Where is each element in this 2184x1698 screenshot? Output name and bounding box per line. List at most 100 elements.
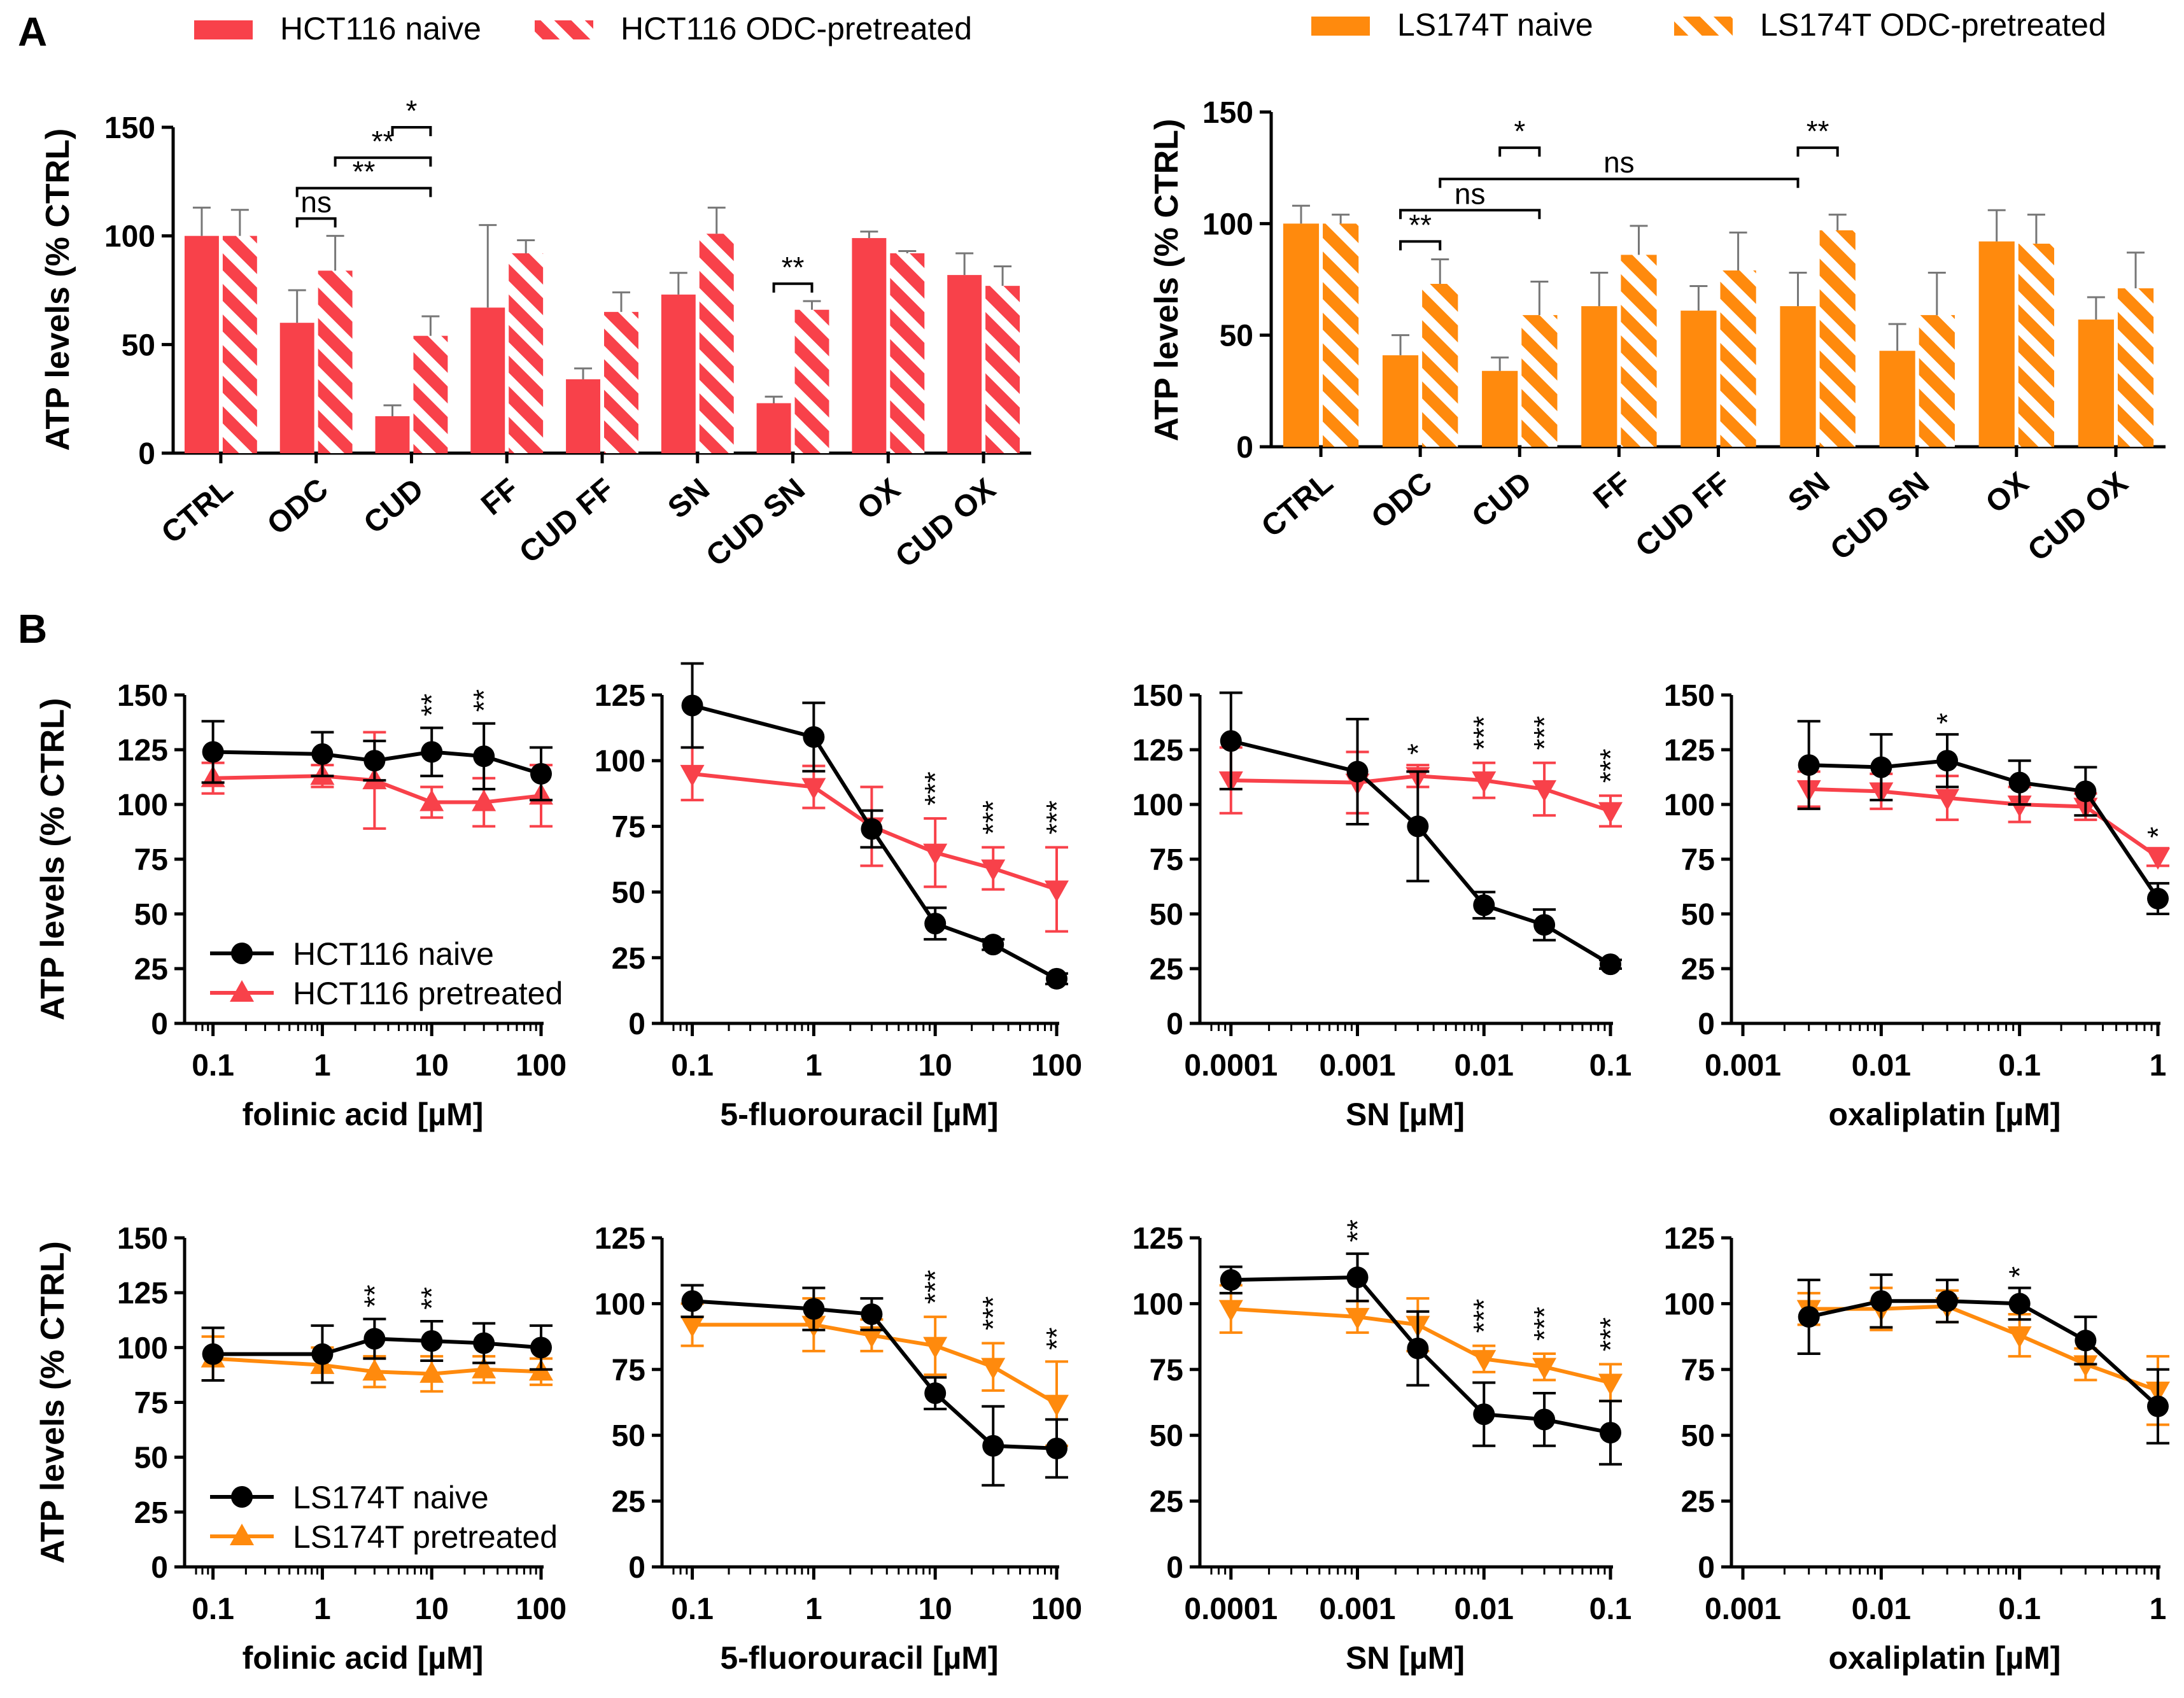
- significance-label: **: [467, 689, 500, 712]
- data-point: [981, 859, 1006, 881]
- x-tick-label: 100: [1031, 1592, 1082, 1626]
- y-tick-label: 50: [612, 876, 645, 910]
- data-point: [1598, 1373, 1623, 1396]
- x-tick-label: 0.01: [1455, 1592, 1514, 1626]
- legend-label: HCT116 naive: [293, 936, 494, 972]
- y-tick-label: 50: [612, 1419, 645, 1453]
- y-tick-label: 50: [1681, 898, 1715, 932]
- category-label: CUD OX: [2022, 466, 2134, 568]
- category-label: CUD FF: [513, 472, 621, 570]
- legend-marker: [230, 980, 254, 1002]
- bar: [661, 294, 696, 453]
- bar: [1521, 315, 1558, 447]
- x-tick-label: 0.1: [671, 1592, 714, 1626]
- bar: [2117, 288, 2154, 447]
- y-tick-label: 150: [117, 1222, 168, 1256]
- y-tick-label: 75: [1150, 843, 1183, 877]
- data-point: [1218, 1300, 1243, 1322]
- y-tick-label: 150: [117, 679, 168, 713]
- x-tick-label: 0.01: [1852, 1049, 1911, 1083]
- x-tick-label: 10: [918, 1592, 952, 1626]
- data-point: [2007, 796, 2032, 817]
- data-point: [923, 1337, 948, 1359]
- y-tick-label: 100: [1664, 789, 1715, 822]
- bar: [222, 235, 257, 453]
- data-point: [2008, 1293, 2031, 1315]
- data-point: [421, 741, 443, 763]
- line-chart-b-7: 0 25 50 75 100 125 0.0001 0.001 0.01 0.1 SN [µM] **…: [1132, 1219, 1631, 1676]
- x-tick-label: 0.1: [1589, 1049, 1632, 1083]
- x-tick-label: 1: [805, 1049, 822, 1083]
- data-point: [1045, 880, 1069, 902]
- y-tick-label: 100: [1132, 789, 1183, 822]
- category-label: CUD: [1466, 466, 1539, 534]
- bar: [1621, 255, 1657, 447]
- data-point: [1600, 1422, 1621, 1444]
- data-point: [530, 762, 552, 785]
- y-tick-label: 150: [1202, 96, 1253, 130]
- significance-bracket: [295, 217, 337, 228]
- bar: [1680, 311, 1717, 447]
- data-point: [803, 726, 825, 748]
- data-point: [681, 1290, 703, 1312]
- data-point: [473, 1332, 495, 1354]
- data-point: [2008, 771, 2031, 794]
- significance-bracket: [391, 126, 432, 136]
- panel-label-b: B: [18, 606, 47, 652]
- y-tick-label: 0: [628, 1007, 645, 1041]
- bar: [1482, 370, 1518, 447]
- x-tick-label: 0.1: [192, 1592, 234, 1626]
- significance-label: ns: [1603, 146, 1635, 179]
- data-point: [1936, 750, 1959, 772]
- legend-label: HCT116 ODC-pretreated: [621, 11, 972, 46]
- y-tick-label: 0: [1236, 431, 1253, 465]
- significance-label: ***: [1528, 1307, 1561, 1341]
- data-point: [2147, 1395, 2169, 1417]
- bar: [947, 275, 982, 453]
- category-label: CUD SN: [700, 472, 812, 573]
- data-point: [1870, 756, 1892, 778]
- data-point: [1473, 1403, 1495, 1426]
- y-axis-label: ATP levels (% CTRL): [34, 698, 71, 1021]
- y-tick-label: 75: [1681, 843, 1715, 877]
- series-line: [1230, 1307, 1611, 1385]
- data-point: [1935, 789, 1960, 811]
- data-point: [530, 1337, 552, 1359]
- x-tick-label: 0.001: [1705, 1592, 1781, 1626]
- data-point: [1533, 1408, 1556, 1431]
- x-tick-label: 10: [918, 1049, 952, 1083]
- y-tick-label: 75: [1150, 1354, 1183, 1387]
- line-chart-b-3: 0 25 50 75 100 125 150 0.0001 0.001 0.01 0.1 SN [µM…: [1132, 679, 1631, 1132]
- data-point: [1407, 1337, 1429, 1359]
- x-tick-label: 0.1: [671, 1049, 714, 1083]
- data-point: [982, 934, 1004, 956]
- series-line: [1230, 1275, 1611, 1435]
- data-point: [1533, 914, 1556, 936]
- data-point: [472, 789, 497, 811]
- series-line: [1808, 1299, 2160, 1408]
- data-point: [472, 1356, 497, 1379]
- y-tick-label: 50: [1150, 1419, 1183, 1453]
- x-tick-label: 1: [314, 1592, 331, 1626]
- category-label: CTRL: [155, 472, 239, 551]
- bar: [1780, 306, 1816, 447]
- y-tick-label: 0: [1166, 1551, 1183, 1585]
- data-point: [680, 1316, 705, 1338]
- category-label: CUD SN: [1824, 466, 1936, 567]
- x-tick-label: 1: [314, 1049, 331, 1083]
- x-tick-label: 100: [516, 1049, 567, 1083]
- legend-label: HCT116 naive: [280, 11, 481, 46]
- category-label: ODC: [1365, 466, 1439, 535]
- data-point: [801, 778, 826, 800]
- significance-bracket: [1796, 146, 1839, 157]
- bar: [1581, 306, 1617, 447]
- bar: [1819, 230, 1856, 447]
- data-point: [1473, 894, 1495, 916]
- bar: [470, 307, 505, 453]
- data-point: [473, 745, 495, 768]
- significance-label: ns: [1455, 177, 1486, 210]
- category-label: CUD FF: [1630, 466, 1737, 564]
- x-tick-label: 0.1: [192, 1049, 234, 1083]
- category-label: ODC: [261, 472, 335, 542]
- y-tick-label: 100: [595, 745, 645, 778]
